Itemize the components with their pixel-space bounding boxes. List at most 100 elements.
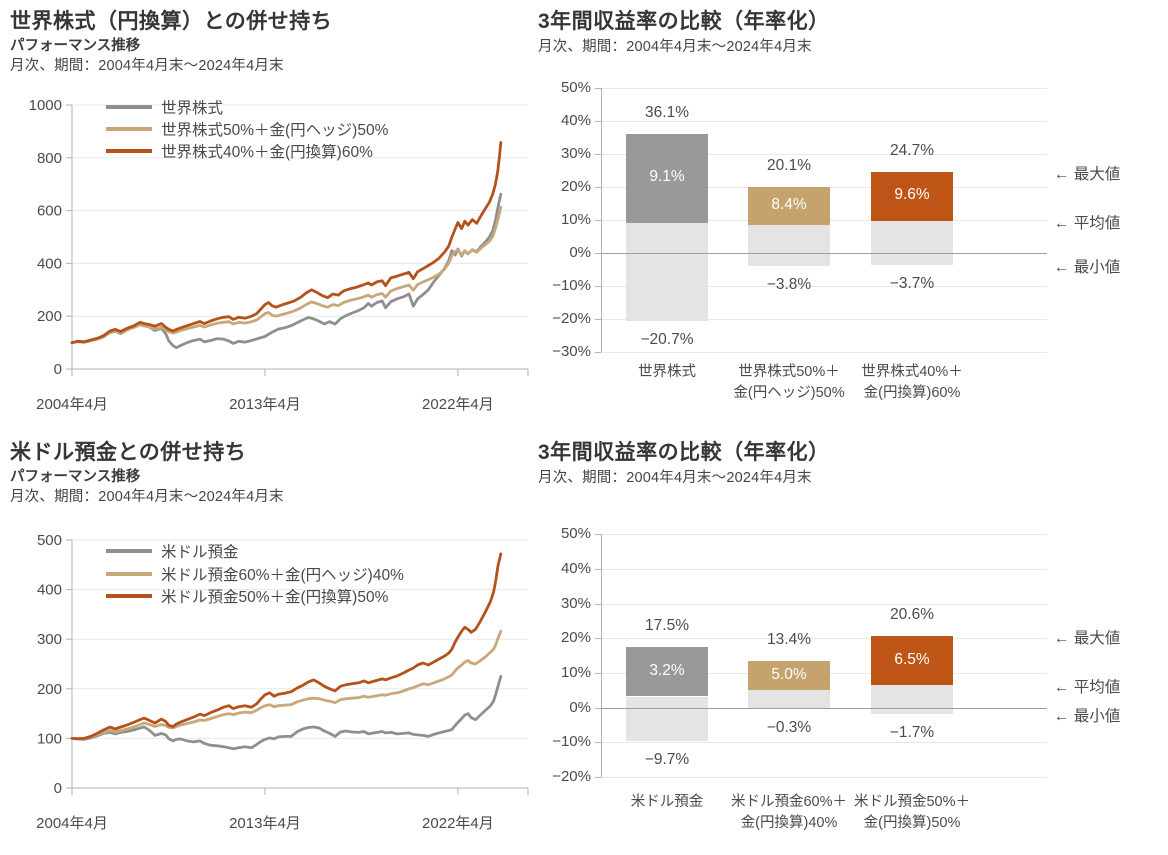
panel-subtitle: パフォーマンス推移 <box>10 38 141 54</box>
y-axis-line <box>601 534 602 777</box>
y-axis-label: −10% <box>552 277 591 294</box>
legend-item: 米ドル預金 <box>106 541 239 561</box>
y-axis-label: 10% <box>560 211 591 228</box>
y-axis-tick <box>595 352 601 353</box>
bar-max-segment <box>626 133 708 223</box>
y-axis-tick <box>595 707 601 709</box>
bar-category-line: 世界株式 <box>638 364 696 380</box>
y-axis-label: 10% <box>560 663 591 681</box>
panel-period: 月次、期間：2004年4月末～2024年4月末 <box>538 39 812 55</box>
gridline <box>601 742 1047 744</box>
bar-max-segment <box>748 186 830 226</box>
y-axis-label: 30% <box>560 594 591 612</box>
x-axis-label: 2022年4月 <box>422 396 494 413</box>
bar-category-line: 世界株式40%＋ <box>861 364 963 380</box>
y-axis-label: 50% <box>560 79 591 96</box>
legend-label: 世界株式50%＋金(円ヘッジ)50% <box>161 122 389 139</box>
bar-max-label: 20.1% <box>767 156 811 174</box>
y-axis-label: 200 <box>37 308 62 325</box>
bar-min-segment <box>748 690 830 709</box>
y-axis-label: 600 <box>37 203 62 220</box>
gridline <box>601 568 1047 570</box>
y-axis-label: 400 <box>37 582 62 599</box>
y-axis-tick <box>595 672 601 674</box>
bar-min-segment <box>626 223 708 322</box>
panel-usd-deposit-bars: 3年間収益率の比較（年率化） 月次、期間：2004年4月末～2024年4月末 5… <box>535 430 1168 855</box>
gridline <box>601 638 1047 640</box>
y-axis-tick <box>595 777 601 778</box>
y-axis-label: 300 <box>37 631 62 648</box>
legend-swatch <box>106 105 152 109</box>
y-axis-label: 0 <box>54 780 62 797</box>
y-axis-label: 30% <box>560 145 591 162</box>
gridline <box>601 319 1047 320</box>
bar-category-line: 金(円換算)50% <box>863 815 961 831</box>
y-axis-tick <box>595 88 601 89</box>
legend-item: 世界株式50%＋金(円ヘッジ)50% <box>106 119 388 139</box>
series-line-2 <box>70 552 503 741</box>
x-axis-label: 2022年4月 <box>422 815 494 832</box>
bar-category-label: 世界株式50%＋ 金(円ヘッジ)50% <box>733 362 844 404</box>
gridline <box>601 88 1047 89</box>
legend-swatch <box>106 571 152 576</box>
y-axis-label: 0% <box>569 244 591 261</box>
panel-world-equity-line: 世界株式（円換算）との併せ持ち パフォーマンス推移 月次、期間：2004年4月末… <box>0 0 535 430</box>
legend-item: 世界株式 <box>106 97 223 117</box>
annotation-max: ← 最大値 <box>1054 630 1121 648</box>
panel-period: 月次、期間：2004年4月末～2024年4月末 <box>10 489 284 505</box>
y-axis-tick <box>595 603 601 605</box>
bar-category-label: 世界株式 <box>638 362 696 383</box>
y-axis-tick <box>595 253 601 254</box>
series-line-1 <box>70 206 503 344</box>
bar-category-line: 米ドル預金 <box>630 794 704 810</box>
y-axis-label: 200 <box>37 681 62 698</box>
line-chart-canvas: 0 200 400 600 800 1000 2004年4月 2013年4月 2022年4月 <box>29 97 529 413</box>
y-axis-label: −20% <box>552 768 591 785</box>
series-line-0 <box>70 675 503 751</box>
y-axis-label: 1000 <box>29 97 62 114</box>
y-axis-tick <box>595 638 601 640</box>
gridline <box>601 286 1047 287</box>
panel-title: 3年間収益率の比較（年率化） <box>538 441 830 464</box>
legend-label: 世界株式40%＋金(円換算)60% <box>161 144 373 161</box>
series-line-2 <box>70 141 503 344</box>
y-axis-label: 0 <box>54 361 62 378</box>
bar-max-label: 13.4% <box>767 631 811 649</box>
annotation-avg: ← 平均値 <box>1054 215 1121 233</box>
x-axis-label: 2004年4月 <box>36 815 108 832</box>
legend-label: 米ドル預金 <box>161 544 239 561</box>
panel-usd-deposit-line: 米ドル預金との併せ持ち パフォーマンス推移 月次、期間：2004年4月末～202… <box>0 430 535 855</box>
legend-item: 米ドル預金50%＋金(円換算)50% <box>106 586 388 606</box>
legend-label: 米ドル預金60%＋金(円ヘッジ)40% <box>161 566 404 584</box>
bar-category-label: 米ドル預金50%＋ 金(円換算)50% <box>854 792 970 834</box>
y-axis-tick <box>595 742 601 744</box>
panel-world-equity-bars: 3年間収益率の比較（年率化） 月次、期間：2004年4月末～2024年4月末 5… <box>535 0 1168 430</box>
bar-category-line: 金(円ヘッジ)50% <box>733 385 845 401</box>
annotation-min: ← 最小値 <box>1054 707 1121 725</box>
panel-period: 月次、期間：2004年4月末～2024年4月末 <box>538 470 812 486</box>
gridline <box>601 777 1047 778</box>
line-chart-canvas: 0 100 200 300 400 500 2004年4月 2013年4月 2022年4月 <box>36 532 529 832</box>
y-axis-tick <box>595 187 601 188</box>
annotation-max: ← 最大値 <box>1054 165 1121 183</box>
panel-title: 米ドル預金との併せ持ち <box>10 441 247 464</box>
y-axis-label: 40% <box>560 559 591 577</box>
legend-swatch <box>106 594 152 598</box>
legend-swatch <box>106 127 152 131</box>
bar-category-line: 米ドル預金60%＋ <box>730 794 848 810</box>
legend-item: 米ドル預金60%＋金(円ヘッジ)40% <box>106 564 404 584</box>
panel-title: 世界株式（円換算）との併せ持ち <box>10 10 333 33</box>
y-axis-label: 20% <box>560 178 591 195</box>
bar-category-label: 米ドル預金 <box>631 792 704 813</box>
bar-max-segment <box>626 646 708 697</box>
bar-max-label: 24.7% <box>890 141 934 159</box>
bar-avg-label: 3.2% <box>649 661 685 679</box>
legend-label: 世界株式 <box>161 100 224 117</box>
y-axis-tick <box>595 286 601 287</box>
series-line-1 <box>70 629 503 740</box>
bar-max-segment <box>871 636 953 685</box>
bar-max-label: 20.6% <box>890 606 934 624</box>
y-axis-tick <box>595 121 601 122</box>
bar-avg-label: 9.6% <box>894 186 930 204</box>
